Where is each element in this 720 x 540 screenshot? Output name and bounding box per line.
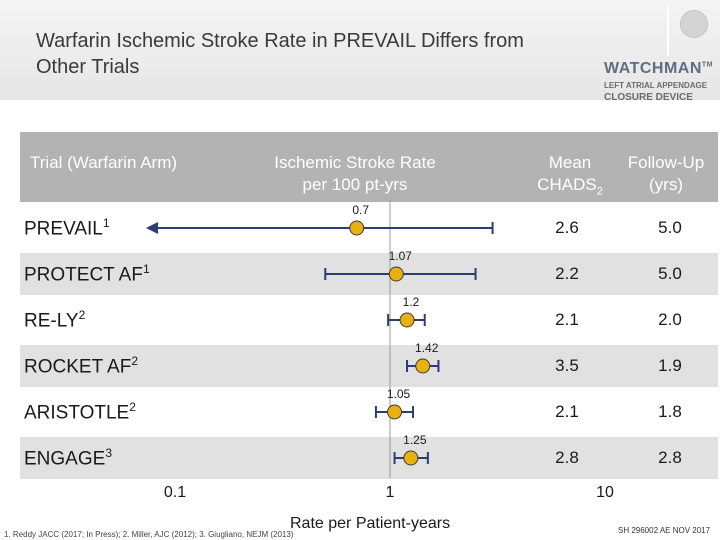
trial-reference: 1 <box>102 216 110 230</box>
header-rate: Ischemic Stroke Rate per 100 pt-yrs <box>274 153 436 194</box>
company-seal-icon <box>680 10 708 38</box>
point-estimate <box>349 220 365 236</box>
header-chads-sub: 2 <box>596 185 603 198</box>
x-tick-label: 0.1 <box>164 484 186 501</box>
table-header <box>20 132 718 202</box>
trial-label: ARISTOTLE <box>24 402 130 424</box>
point-estimate <box>388 266 404 282</box>
trial-label: ROCKET AF <box>24 356 132 378</box>
followup-value: 2.0 <box>658 310 682 329</box>
trial-name: ENGAGE3 <box>24 446 112 470</box>
followup-value: 2.8 <box>658 448 682 467</box>
trial-reference: 2 <box>78 308 86 322</box>
row-band <box>20 345 718 387</box>
trial-reference: 3 <box>105 446 112 460</box>
followup-value: 1.9 <box>658 356 682 375</box>
point-estimate <box>415 358 431 374</box>
x-tick-label: 10 <box>596 484 614 501</box>
logo-tm: TM <box>701 61 714 69</box>
header-chads-prefix: Mean CHADS <box>537 153 597 194</box>
chads2-value: 3.5 <box>555 356 579 375</box>
estimate-label: 1.05 <box>387 387 411 401</box>
logo-line1: LEFT ATRIAL APPENDAGE <box>604 81 708 90</box>
logo-divider <box>667 6 669 56</box>
followup-value: 5.0 <box>658 264 682 283</box>
trial-reference: 2 <box>131 354 139 368</box>
trial-name: ROCKET AF2 <box>24 354 138 378</box>
row-band <box>20 437 718 479</box>
footnote: 1. Reddy JACC (2017; In Press); 2. Mille… <box>4 530 294 539</box>
trial-reference: 1 <box>142 262 150 276</box>
trial-name: ARISTOTLE2 <box>24 400 136 424</box>
point-estimate <box>403 450 419 466</box>
trial-name: RE-LY2 <box>24 308 85 332</box>
header-followup: Follow-Up (yrs) <box>627 153 705 194</box>
chads2-value: 2.2 <box>555 264 579 283</box>
watchman-logo: WATCHMANTM LEFT ATRIAL APPENDAGE CLOSURE… <box>604 60 714 103</box>
header-trial: Trial (Warfarin Arm) <box>30 153 178 172</box>
estimate-label: 0.7 <box>352 203 369 217</box>
trial-label: ENGAGE <box>24 448 106 470</box>
estimate-label: 1.2 <box>403 295 420 309</box>
estimate-label: 1.42 <box>415 341 439 355</box>
chads2-value: 2.6 <box>555 218 579 237</box>
title-bar <box>0 0 720 100</box>
ci-lower-arrow-icon <box>146 222 158 234</box>
point-estimate <box>399 312 415 328</box>
header-chads: Mean CHADS2 <box>520 152 620 202</box>
logo-word: WATCHMAN <box>604 60 702 77</box>
trial-label: PROTECT AF <box>24 264 143 286</box>
chads2-value: 2.1 <box>555 310 579 329</box>
trial-name: PREVAIL1 <box>24 216 110 240</box>
x-tick-label: 1 <box>386 484 395 501</box>
trial-reference: 2 <box>129 400 136 414</box>
chads2-value: 2.1 <box>555 402 579 421</box>
followup-value: 1.8 <box>658 402 682 421</box>
point-estimate <box>387 404 403 420</box>
chads2-value: 2.8 <box>555 448 579 467</box>
estimate-label: 1.07 <box>389 249 413 263</box>
followup-value: 5.0 <box>658 218 682 237</box>
trial-label: RE-LY <box>24 310 79 332</box>
document-code: SH 296002 AE NOV 2017 <box>618 526 711 535</box>
trial-label: PREVAIL <box>24 218 103 240</box>
estimate-label: 1.25 <box>403 433 427 447</box>
logo-line2: CLOSURE DEVICE <box>604 92 693 103</box>
x-axis-title: Rate per Patient-years <box>290 515 451 532</box>
slide-title: Warfarin Ischemic Stroke Rate in PREVAIL… <box>36 30 524 78</box>
trial-name: PROTECT AF1 <box>24 262 150 286</box>
